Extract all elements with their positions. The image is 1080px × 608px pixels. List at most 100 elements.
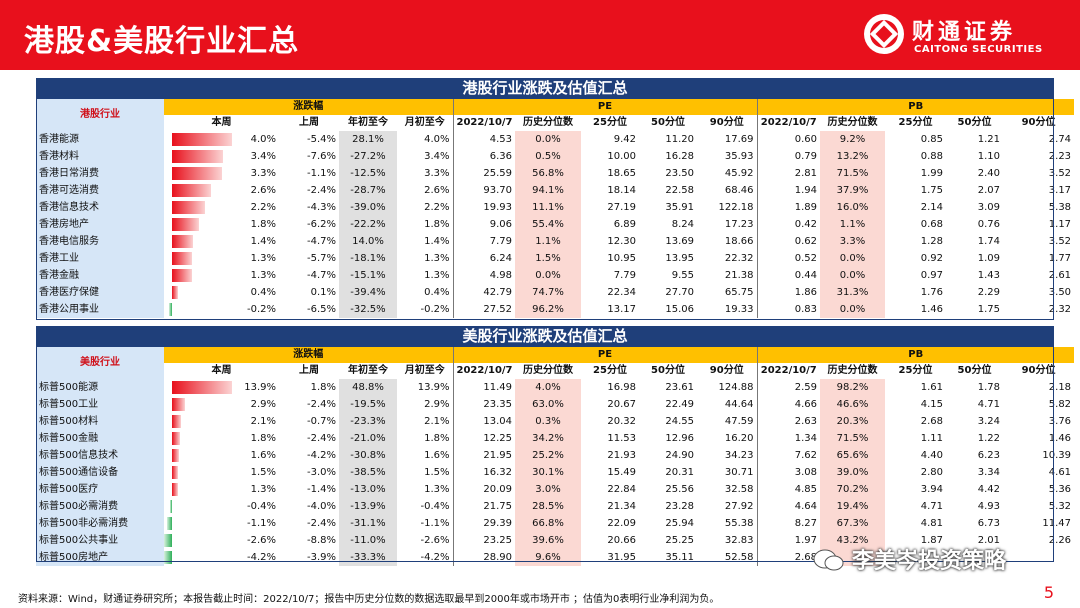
pb-value: 4.66 bbox=[756, 396, 820, 413]
us-subheader: 本周 bbox=[164, 363, 279, 379]
ytd-change: -12.5% bbox=[339, 165, 397, 182]
last-week-change: -2.4% bbox=[306, 184, 336, 196]
week-change-value: 4.0% bbox=[250, 133, 276, 145]
ytd-change: -27.2% bbox=[339, 148, 397, 165]
pe-25: 20.66 bbox=[607, 534, 636, 546]
caitong-logo-icon bbox=[864, 14, 904, 54]
week-change-value: 1.8% bbox=[250, 218, 276, 230]
week-change-bar bbox=[172, 269, 192, 282]
pb-value: 1.34 bbox=[756, 430, 820, 447]
pb-value: 2.68 bbox=[756, 549, 820, 566]
week-change-cell: 1.3% bbox=[164, 250, 279, 267]
pe-50: 24.55 bbox=[665, 415, 694, 427]
pb-percentile: 37.9% bbox=[820, 182, 885, 199]
pe-25: 11.53 bbox=[607, 432, 636, 444]
pe-percentile: 74.7% bbox=[515, 284, 581, 301]
pb-percentile: 67.3% bbox=[820, 515, 885, 532]
pb-25: 2.14 bbox=[920, 201, 943, 213]
table-row: 香港电信服务 1.4% -4.7% 14.0% 1.4% 7.79 1.1% 12.30 13.… bbox=[36, 233, 1074, 250]
industry-name: 香港公用事业 bbox=[36, 301, 164, 318]
pb-90: 4.61 bbox=[1048, 466, 1072, 478]
table-row: 香港工业 1.3% -5.7% -18.1% 1.3% 6.24 1.5% 10.95 13.9… bbox=[36, 250, 1074, 267]
pb-90: 5.32 bbox=[1048, 500, 1072, 512]
pe-value: 28.90 bbox=[452, 549, 515, 566]
pe-90: 68.46 bbox=[724, 184, 754, 196]
mtd-change: 0.4% bbox=[424, 286, 450, 298]
mtd-change: -0.2% bbox=[420, 303, 450, 315]
mtd-change: 2.6% bbox=[424, 184, 450, 196]
pb-90: 1.46 bbox=[1048, 432, 1072, 444]
us-group-pb: PB bbox=[756, 347, 1075, 363]
industry-name: 香港能源 bbox=[36, 131, 164, 148]
pe-25: 18.14 bbox=[607, 184, 636, 196]
table-row: 香港可选消费 2.6% -2.4% -28.7% 2.6% 93.70 94.1% 18.14… bbox=[36, 182, 1074, 199]
pb-50: 0.76 bbox=[977, 218, 1000, 230]
pe-value: 21.95 bbox=[452, 447, 515, 464]
header-bar: 港股&美股行业汇总 财通证券 CAITONG SECURITIES bbox=[0, 0, 1080, 70]
industry-name: 标普500房地产 bbox=[36, 549, 164, 566]
industry-name: 香港电信服务 bbox=[36, 233, 164, 250]
pe-value: 20.09 bbox=[452, 481, 515, 498]
pe-25: 22.84 bbox=[607, 483, 636, 495]
ytd-change: 14.0% bbox=[339, 233, 397, 250]
wechat-icon bbox=[813, 549, 844, 571]
pe-50: 35.11 bbox=[665, 551, 694, 563]
caitong-logo: 财通证券 CAITONG SECURITIES bbox=[862, 12, 1062, 60]
last-week-change: -1.4% bbox=[306, 483, 336, 495]
pb-value: 1.94 bbox=[756, 182, 820, 199]
week-change-cell: 4.0% bbox=[164, 131, 279, 148]
mtd-change: -2.6% bbox=[420, 534, 450, 546]
last-week-change: -3.0% bbox=[306, 466, 336, 478]
pe-value: 4.53 bbox=[452, 131, 515, 148]
source-note: 资料来源：Wind，财通证券研究所；本报告截止时间：2022/10/7；报告中历… bbox=[18, 594, 720, 605]
ytd-change: -30.8% bbox=[339, 447, 397, 464]
pe-50: 27.70 bbox=[665, 286, 694, 298]
us-industry-header: 美股行业 bbox=[36, 347, 164, 379]
pe-90: 47.59 bbox=[724, 415, 754, 427]
last-week-change: -7.6% bbox=[306, 150, 336, 162]
week-change-cell: 1.5% bbox=[164, 464, 279, 481]
hk-subheader: 90分位 bbox=[1003, 115, 1075, 131]
pe-percentile: 25.2% bbox=[515, 447, 581, 464]
week-change-value: 2.2% bbox=[250, 201, 276, 213]
pb-50: 1.43 bbox=[977, 269, 1000, 281]
table-row: 香港房地产 1.8% -6.2% -22.2% 1.8% 9.06 55.4% 6.89 8.2… bbox=[36, 216, 1074, 233]
table-row: 香港金融 1.3% -4.7% -15.1% 1.3% 4.98 0.0% 7.79 9.55 2… bbox=[36, 267, 1074, 284]
week-change-cell: 2.9% bbox=[164, 396, 279, 413]
industry-name: 香港医疗保健 bbox=[36, 284, 164, 301]
pb-25: 4.15 bbox=[920, 398, 943, 410]
ytd-change: 28.1% bbox=[339, 131, 397, 148]
last-week-change: -6.5% bbox=[306, 303, 336, 315]
pb-90: 2.26 bbox=[1048, 534, 1072, 546]
pe-25: 10.00 bbox=[607, 150, 636, 162]
pe-percentile: 0.0% bbox=[515, 267, 581, 284]
week-change-cell: 2.6% bbox=[164, 182, 279, 199]
industry-name: 香港可选消费 bbox=[36, 182, 164, 199]
pe-value: 16.32 bbox=[452, 464, 515, 481]
pb-90: 3.52 bbox=[1048, 235, 1072, 247]
table-row: 香港公用事业 -0.2% -6.5% -32.5% -0.2% 27.52 96.2% 13.… bbox=[36, 301, 1074, 318]
pe-percentile: 39.6% bbox=[515, 532, 581, 549]
pb-25: 4.71 bbox=[920, 500, 943, 512]
pe-percentile: 0.3% bbox=[515, 413, 581, 430]
pe-percentile: 30.1% bbox=[515, 464, 581, 481]
pe-50: 20.31 bbox=[665, 466, 694, 478]
pb-90: 3.52 bbox=[1048, 167, 1072, 179]
pb-90: 2.61 bbox=[1048, 269, 1072, 281]
pe-25: 22.09 bbox=[607, 517, 636, 529]
industry-name: 标普500信息技术 bbox=[36, 447, 164, 464]
us-subheader: 月初至今 bbox=[397, 363, 453, 379]
week-change-value: -0.4% bbox=[246, 500, 276, 512]
hk-subheader: 25分位 bbox=[885, 115, 946, 131]
hk-subheader: 50分位 bbox=[639, 115, 697, 131]
week-change-cell: -4.2% bbox=[164, 549, 279, 566]
pe-50: 13.69 bbox=[665, 235, 694, 247]
week-change-value: 13.9% bbox=[244, 381, 276, 393]
pe-90: 34.23 bbox=[724, 449, 754, 461]
week-change-cell: 2.2% bbox=[164, 199, 279, 216]
pb-25: 1.99 bbox=[920, 167, 943, 179]
industry-name: 标普500能源 bbox=[36, 379, 164, 396]
pe-90: 16.20 bbox=[724, 432, 754, 444]
week-change-cell: 1.8% bbox=[164, 216, 279, 233]
pb-25: 3.94 bbox=[920, 483, 943, 495]
